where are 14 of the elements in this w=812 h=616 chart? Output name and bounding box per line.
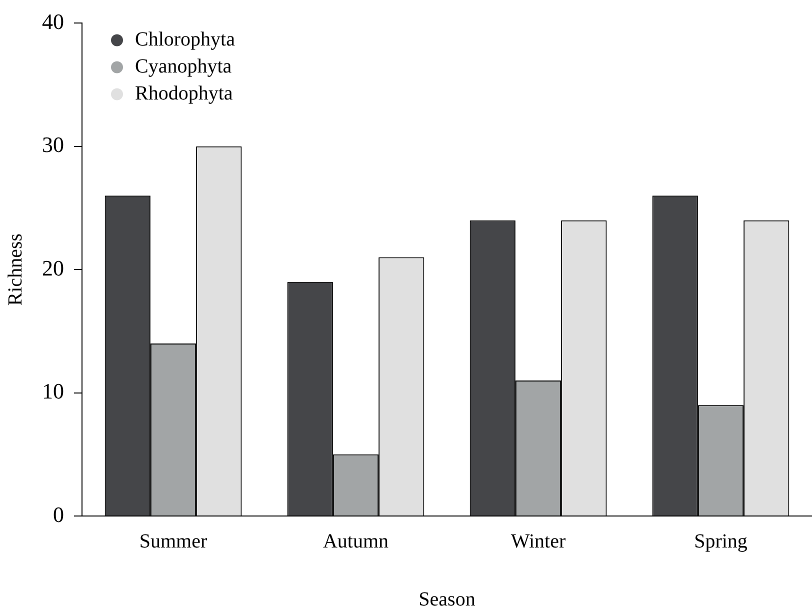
legend-label: Chlorophyta bbox=[135, 28, 236, 50]
y-tick-label: 40 bbox=[42, 8, 64, 34]
x-tick-label: Summer bbox=[139, 530, 208, 552]
legend-label: Cyanophyta bbox=[135, 55, 232, 78]
y-tick-label: 30 bbox=[42, 132, 64, 158]
x-tick-label: Autumn bbox=[322, 530, 389, 552]
y-tick-label: 20 bbox=[42, 255, 64, 280]
y-tick-label: 10 bbox=[42, 378, 64, 404]
y-axis-title: Richness bbox=[4, 233, 26, 306]
y-tick-label: 0 bbox=[53, 502, 64, 527]
x-axis-title: Season bbox=[418, 588, 476, 610]
x-tick-label: Winter bbox=[510, 530, 566, 552]
legend-label: Rhodophyta bbox=[135, 82, 233, 104]
x-tick-label: Spring bbox=[694, 530, 748, 552]
